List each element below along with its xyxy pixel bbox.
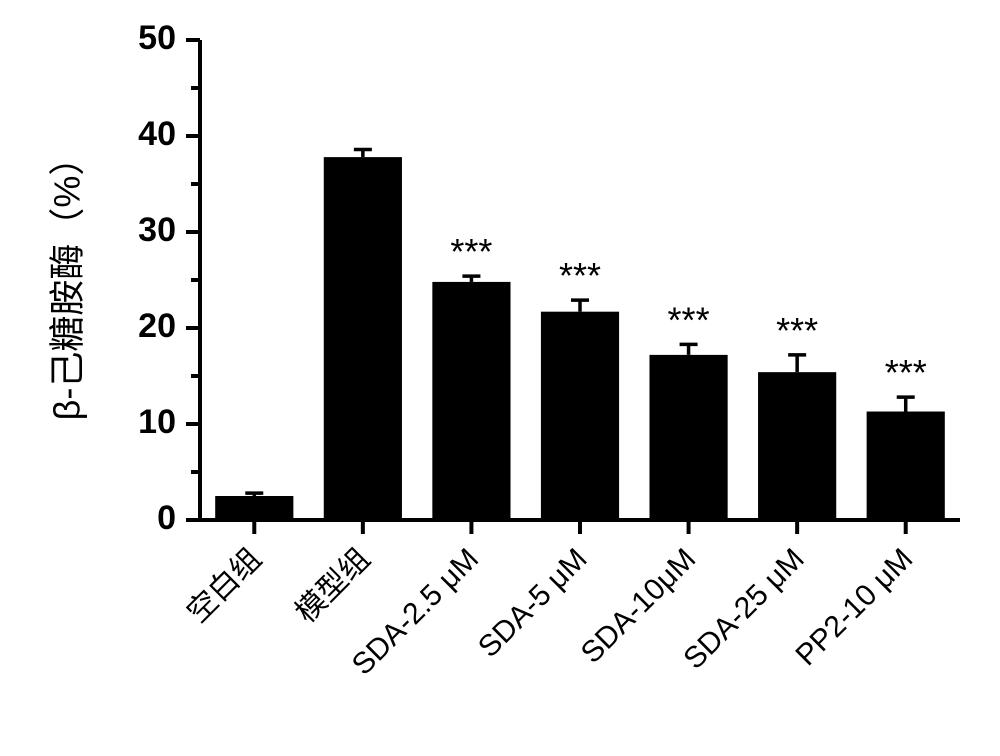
significance-annotation: *** <box>559 255 601 296</box>
significance-annotation: *** <box>450 231 492 272</box>
y-tick-label: 10 <box>138 403 176 441</box>
bar <box>215 496 293 520</box>
bar <box>541 312 619 520</box>
y-tick-label: 20 <box>138 307 176 345</box>
bar <box>324 157 402 520</box>
bar <box>758 372 836 520</box>
y-tick-label: 0 <box>157 499 176 537</box>
significance-annotation: *** <box>776 310 818 351</box>
bar <box>649 355 727 520</box>
y-axis-label: β-己糖胺酶（%） <box>47 140 88 421</box>
y-tick-label: 30 <box>138 211 176 249</box>
bar-chart: 01020304050β-己糖胺酶（%）空白组模型组***SDA-2.5 μM*… <box>0 0 1000 756</box>
bar <box>867 412 945 520</box>
significance-annotation: *** <box>885 352 927 393</box>
chart-svg: 01020304050β-己糖胺酶（%）空白组模型组***SDA-2.5 μM*… <box>0 0 1000 756</box>
significance-annotation: *** <box>668 299 710 340</box>
y-tick-label: 50 <box>138 19 176 57</box>
y-tick-label: 40 <box>138 115 176 153</box>
bar <box>432 282 510 520</box>
